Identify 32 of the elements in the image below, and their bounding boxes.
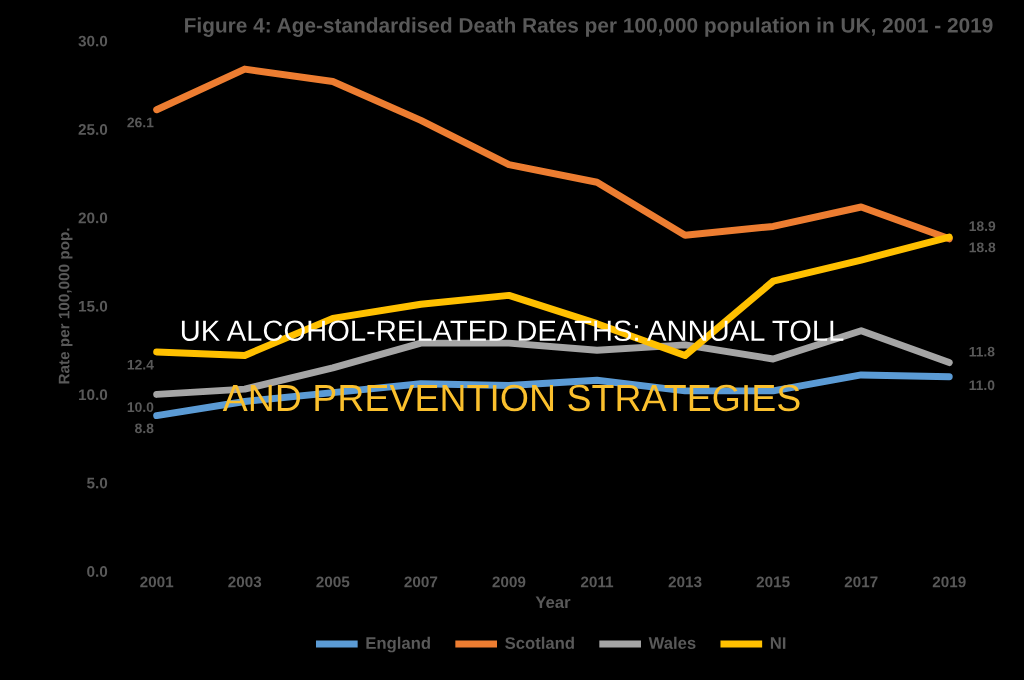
- x-tick-label: 2003: [228, 576, 262, 588]
- chart-title: Figure 4: Age-standardised Death Rates per 100,000 population in UK, 2001 - 2019: [185, 17, 993, 37]
- x-tick-label: 2015: [756, 576, 790, 588]
- legend-label: Wales: [648, 636, 696, 649]
- y-tick-label: 20.0: [78, 212, 108, 224]
- data-label: 11.8: [969, 346, 995, 357]
- x-tick-label: 2005: [316, 576, 350, 588]
- x-tick-label: 2019: [932, 576, 966, 588]
- y-tick-label: 25.0: [78, 124, 108, 135]
- y-tick-label: 30.0: [78, 35, 108, 47]
- data-label: 11.0: [969, 380, 995, 391]
- legend-label: Scotland: [505, 636, 574, 649]
- y-tick-label: 10.0: [79, 389, 108, 401]
- data-label: 12.4: [127, 359, 154, 370]
- data-label: 18.9: [969, 221, 996, 232]
- data-label: 8.8: [135, 423, 154, 434]
- x-tick-label: 2001: [140, 576, 174, 588]
- x-tick-label: 2013: [668, 576, 702, 588]
- legend-label: NI: [770, 637, 786, 649]
- data-label: 26.1: [127, 117, 154, 128]
- y-axis-title: Rate per 100,000 pop.: [58, 228, 73, 384]
- x-axis-title: Year: [535, 596, 571, 609]
- x-tick-label: 2009: [492, 576, 526, 588]
- x-tick-label: 2011: [580, 576, 614, 588]
- y-tick-label: 15.0: [79, 300, 108, 312]
- y-tick-label: 0.0: [87, 566, 108, 577]
- data-label: 18.8: [969, 242, 996, 253]
- data-label: 10.0: [127, 402, 154, 413]
- legend-label: England: [366, 636, 430, 653]
- x-tick-label: 2007: [404, 576, 438, 588]
- y-tick-label: 5.0: [87, 477, 108, 489]
- x-tick-label: 2017: [844, 576, 878, 588]
